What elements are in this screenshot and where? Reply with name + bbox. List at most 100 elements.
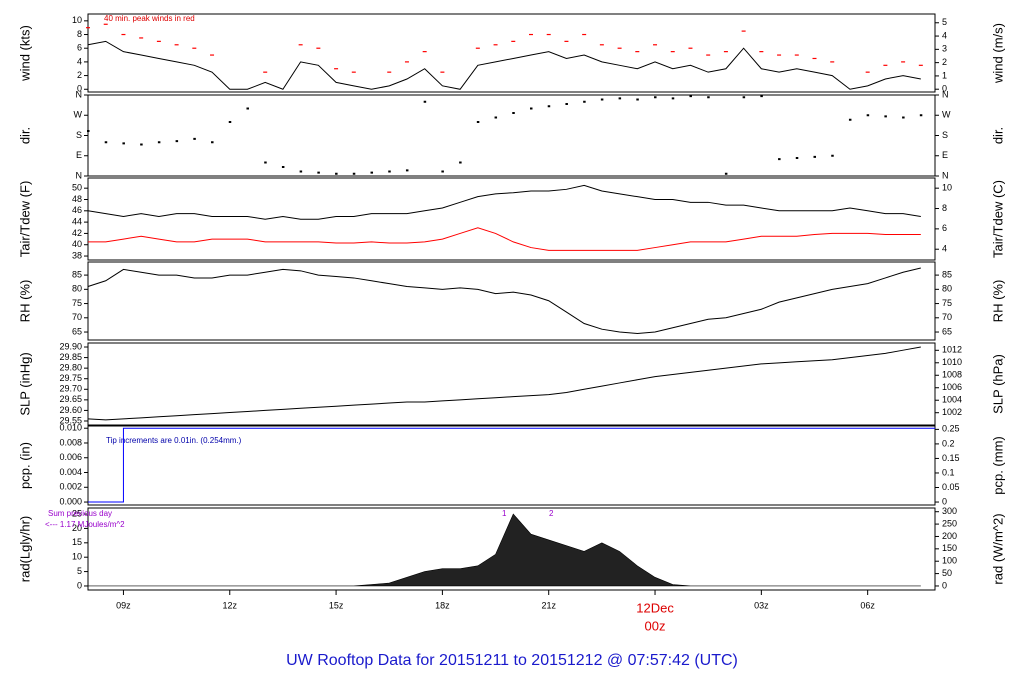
y2-tick-label: 1008 [942,370,962,380]
y-tick-label: 29.60 [59,405,82,415]
y-tick-label: S [76,130,82,140]
y-tick-label: 10 [72,15,82,25]
y2-tick-label: 2 [942,57,947,67]
y2-tick-label: 70 [942,312,952,322]
y2-tick-label: N [942,89,949,99]
y-tick-label: 0.004 [59,467,82,477]
y-tick-label: 29.80 [59,363,82,373]
y2-axis-label: rad (W/m^2) [990,513,1005,584]
y-tick-label: 2 [77,70,82,80]
y-tick-label: 0.002 [59,482,82,492]
y-axis-label: dir. [17,127,32,144]
y-tick-label: 48 [72,194,82,204]
dir-point [317,171,320,174]
y-tick-label: 0.010 [59,423,82,433]
y2-tick-label: 1012 [942,345,962,355]
y-tick-label: 25 [72,508,82,518]
y2-tick-label: 0.2 [942,438,955,448]
y2-tick-label: 0.25 [942,424,960,434]
y-tick-label: 29.70 [59,384,82,394]
annotation: 1 [502,509,507,518]
y-tick-label: 6 [77,43,82,53]
y2-tick-label: 1 [942,70,947,80]
y2-tick-label: 65 [942,326,952,336]
series-line [88,227,921,251]
dir-point [671,97,675,100]
dir-point [228,121,232,123]
x-tick-label: 06z [860,600,875,610]
series-line [87,346,921,421]
x-tick-label: 00z [645,618,666,633]
dir-point [813,155,817,158]
series-line [87,184,921,220]
y2-tick-label: 85 [942,269,952,279]
y2-tick-label: 6 [942,223,947,233]
y-tick-label: 29.55 [59,415,82,425]
dir-point [211,141,214,144]
dir-point [335,172,338,175]
y-tick-label: 0.008 [59,437,82,447]
dir-point [299,170,303,173]
annotation: 40 min. peak winds in red [104,14,195,23]
y2-tick-label: 0 [942,84,947,94]
y2-tick-label: 1002 [942,407,962,417]
y2-tick-label: 0.1 [942,467,955,477]
dir-point [388,170,391,173]
dir-point [494,116,498,119]
y2-tick-label: 1004 [942,395,962,405]
dir-point [140,143,143,146]
y-tick-label: W [74,110,83,120]
y-tick-label: 0 [77,84,82,94]
dir-point [707,96,710,99]
dir-point [459,161,462,164]
y-tick-label: N [76,170,83,180]
panel-frame [87,342,936,426]
dir-point [600,98,604,101]
y2-tick-label: 250 [942,518,957,528]
dir-point [636,98,639,101]
y2-tick-label: 0.15 [942,453,960,463]
y-tick-label: N [76,89,83,99]
dir-point [654,96,657,99]
dir-point [476,121,480,123]
dir-point [512,112,515,114]
annotation: <--- 1.17 MJoules/m^2 [45,520,125,529]
y-tick-label: 44 [72,216,82,226]
dir-point [352,172,356,175]
x-tick-label: 12z [222,600,237,610]
series-line [87,40,921,90]
y2-tick-label: 50 [942,568,952,578]
y-tick-label: 29.90 [59,341,82,351]
y-tick-label: E [76,150,82,160]
dir-point [157,141,161,144]
y2-tick-label: 300 [942,506,957,516]
y2-axis-label: RH (%) [990,280,1005,323]
x-tick-label: 21z [541,600,556,610]
y-tick-label: 0.006 [59,452,82,462]
y-tick-label: 40 [72,239,82,249]
y2-axis-label: pcp. (mm) [990,436,1005,495]
dir-point [884,115,887,118]
panel-frame [87,425,936,506]
y2-tick-label: 1006 [942,382,962,392]
panel-frame [87,261,936,341]
dir-point [405,169,409,172]
y-tick-label: 65 [72,326,82,336]
y2-tick-label: 3 [942,44,947,54]
y2-tick-label: 0 [942,580,947,590]
y2-tick-label: 200 [942,531,957,541]
dir-point [902,116,905,119]
annotation: Sum previous day [48,509,112,518]
chart-title: UW Rooftop Data for 20151211 to 20151212… [286,652,738,669]
y2-tick-label: E [942,150,948,160]
radiation-area [88,513,921,587]
y-tick-label: 10 [72,552,82,562]
dir-point [547,105,551,108]
dir-point [742,96,746,99]
y2-tick-label: 1010 [942,357,962,367]
y2-axis-label: SLP (hPa) [990,354,1005,414]
dir-point [724,172,728,175]
x-tick-label: 09z [116,600,131,610]
y2-tick-label: 4 [942,244,947,254]
